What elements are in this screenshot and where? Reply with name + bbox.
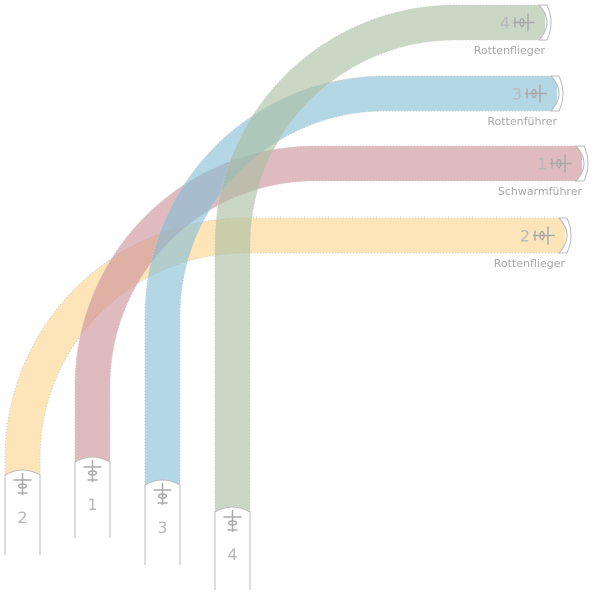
role-label: Schwarmführer bbox=[498, 185, 583, 198]
cockpit bbox=[531, 88, 537, 99]
tube bbox=[74, 456, 111, 538]
end-position: 4 Rottenflieger bbox=[474, 4, 552, 57]
end-cap bbox=[549, 75, 564, 112]
plane-icon bbox=[83, 460, 102, 482]
end-cap bbox=[537, 4, 552, 41]
band-outline bbox=[144, 75, 557, 485]
plane-icon bbox=[525, 84, 547, 103]
role-label: Rottenflieger bbox=[474, 44, 546, 57]
start-position: 2 bbox=[4, 469, 41, 555]
plane-icon bbox=[153, 483, 172, 505]
tube bbox=[214, 506, 251, 590]
plane-icon bbox=[550, 154, 572, 173]
band-outline bbox=[214, 4, 545, 512]
start-number: 2 bbox=[17, 508, 27, 527]
band bbox=[4, 218, 565, 475]
role-label: Rottenflieger bbox=[494, 257, 566, 270]
tube bbox=[144, 479, 181, 565]
end-cap bbox=[574, 145, 589, 182]
plane-icon bbox=[533, 226, 555, 245]
end-position: 1 Schwarmführer bbox=[498, 145, 589, 198]
cockpit bbox=[17, 483, 28, 489]
band bbox=[145, 76, 557, 485]
band-outline bbox=[74, 145, 582, 462]
end-number: 4 bbox=[500, 14, 510, 33]
start-position: 3 bbox=[144, 479, 181, 565]
role-label: Rottenführer bbox=[487, 115, 557, 128]
cockpit bbox=[87, 470, 98, 476]
start-position: 4 bbox=[214, 506, 251, 590]
band bbox=[75, 146, 582, 462]
cockpit bbox=[519, 17, 525, 28]
start-number: 1 bbox=[87, 495, 97, 514]
start-position: 1 bbox=[74, 456, 111, 538]
tube bbox=[4, 469, 41, 555]
bands bbox=[4, 4, 582, 512]
fronts: 2 2 Rottenflieger 1 1 Schwarmführer 3 3 Rottenfü… bbox=[4, 4, 589, 590]
cockpit bbox=[556, 158, 562, 169]
start-number: 3 bbox=[157, 518, 167, 537]
band bbox=[215, 4, 545, 512]
cockpit bbox=[539, 230, 545, 241]
cockpit bbox=[227, 520, 238, 526]
end-cap bbox=[557, 217, 572, 254]
end-number: 2 bbox=[520, 227, 530, 246]
end-number: 1 bbox=[537, 155, 547, 174]
end-number: 3 bbox=[512, 85, 522, 104]
plane-icon bbox=[223, 510, 242, 532]
end-position: 2 Rottenflieger bbox=[494, 217, 572, 270]
start-number: 4 bbox=[227, 545, 237, 564]
plane-icon bbox=[13, 473, 32, 495]
end-position: 3 Rottenführer bbox=[487, 75, 564, 128]
cockpit bbox=[157, 493, 168, 499]
plane-icon bbox=[513, 13, 535, 32]
